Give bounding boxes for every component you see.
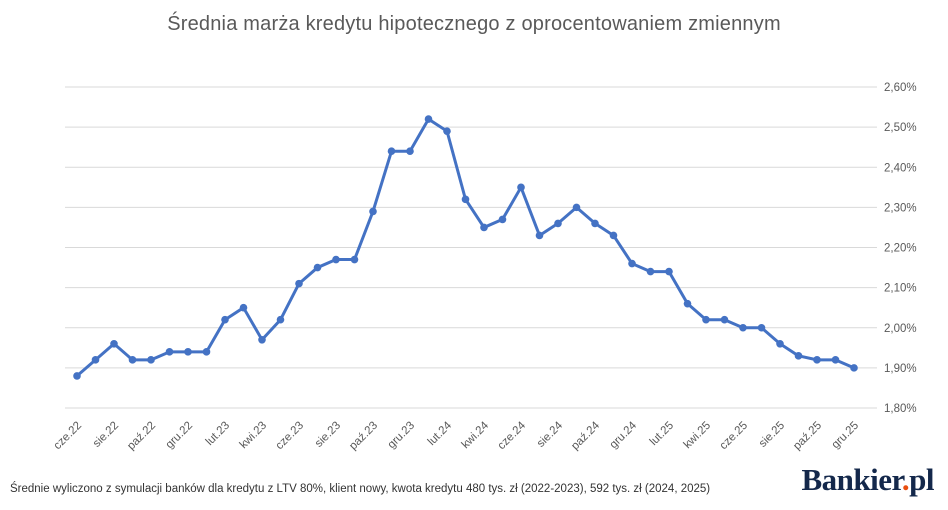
x-axis-tick-label: paź.22 — [125, 420, 158, 453]
x-axis-tick-label: gru.23 — [386, 420, 418, 452]
data-point — [295, 279, 303, 288]
data-point — [443, 127, 451, 135]
data-point — [221, 315, 229, 324]
data-point — [591, 219, 599, 228]
y-axis-tick-label: 2,00% — [884, 323, 917, 335]
data-point — [276, 315, 285, 324]
data-point — [739, 323, 747, 332]
logo-text-pl: pl — [909, 462, 934, 497]
y-axis-tick-label: 1,80% — [884, 403, 917, 415]
x-axis-tick-label: cze.23 — [274, 420, 306, 452]
data-point — [258, 335, 266, 344]
y-axis-tick-label: 2,40% — [884, 162, 917, 174]
data-point — [480, 223, 488, 232]
x-axis-tick-label: gru.24 — [608, 419, 640, 451]
data-point — [794, 352, 803, 360]
y-axis-tick-label: 2,10% — [884, 283, 917, 295]
y-axis-tick-label: 2,20% — [884, 243, 917, 255]
x-axis-tick-label: lut.23 — [204, 420, 232, 448]
data-point — [332, 255, 340, 264]
y-axis-tick-label: 2,50% — [884, 122, 917, 134]
data-point — [683, 299, 692, 308]
y-axis-tick-label: 1,90% — [884, 363, 917, 375]
x-axis-tick-label: paź.24 — [569, 419, 602, 452]
data-point — [461, 195, 470, 204]
x-axis-tick-label: cze.24 — [496, 419, 529, 452]
data-point — [406, 147, 414, 155]
x-axis-tick-label: sie.24 — [535, 419, 566, 450]
data-point — [387, 147, 396, 155]
line-chart: 1,80% 1,90% 2,00% 2,10% 2,20% 2,30% 2,40% 2,50%… — [52, 82, 917, 453]
data-point — [498, 215, 507, 224]
x-axis-tick-label: gru.22 — [164, 420, 196, 452]
x-axis-tick-label: sie.25 — [757, 420, 787, 450]
x-axis-tick-label: sie.23 — [313, 420, 343, 450]
data-point — [850, 364, 858, 372]
data-point — [350, 255, 359, 264]
data-point — [757, 323, 766, 332]
x-axis-tick-label: lut.25 — [648, 420, 676, 448]
data-point — [73, 372, 81, 380]
data-point — [202, 348, 211, 356]
data-point — [628, 259, 636, 268]
data-point — [91, 356, 100, 364]
data-point — [609, 231, 618, 240]
logo-text-bankier: Bankier — [801, 462, 902, 497]
data-point — [424, 115, 433, 123]
x-axis-tick-label: cze.25 — [718, 420, 750, 452]
x-axis-tick-label: cze.22 — [52, 420, 84, 452]
data-point — [720, 315, 729, 324]
x-axis-tick-label: sie.22 — [91, 420, 121, 450]
data-point — [554, 219, 562, 228]
data-point — [165, 348, 174, 356]
chart-title: Średnia marża kredytu hipotecznego z opr… — [167, 13, 781, 35]
data-point — [665, 267, 673, 276]
bankier-logo: Bankier.pl — [801, 462, 934, 498]
x-axis-tick-label: kwi.25 — [682, 420, 714, 452]
data-point — [813, 356, 821, 364]
x-axis-tick-label: paź.23 — [347, 420, 380, 453]
y-axis-tick-label: 2,30% — [884, 202, 917, 214]
x-axis-tick-label: kwi.23 — [238, 420, 270, 452]
data-point — [184, 348, 192, 356]
footnote: Średnie wyliczono z symulacji banków dla… — [10, 483, 711, 495]
x-axis-tick-label: lut.24 — [426, 419, 455, 448]
data-point — [517, 183, 525, 192]
x-axis-tick-label: gru.25 — [830, 420, 862, 452]
x-axis-tick-label: paź.25 — [791, 420, 824, 453]
data-point — [239, 303, 248, 312]
data-point — [369, 207, 377, 216]
y-axis-tick-label: 2,60% — [884, 82, 917, 94]
data-point — [313, 263, 322, 272]
data-point — [646, 267, 655, 276]
x-axis-tick-label: kwi.24 — [460, 419, 492, 451]
data-point — [572, 203, 581, 212]
data-point — [147, 356, 155, 364]
data-point — [702, 315, 710, 324]
logo-dot: . — [901, 462, 910, 497]
data-point — [776, 340, 784, 348]
data-point — [110, 340, 118, 348]
data-point — [831, 356, 840, 364]
data-point — [128, 356, 137, 364]
data-point — [535, 231, 544, 240]
